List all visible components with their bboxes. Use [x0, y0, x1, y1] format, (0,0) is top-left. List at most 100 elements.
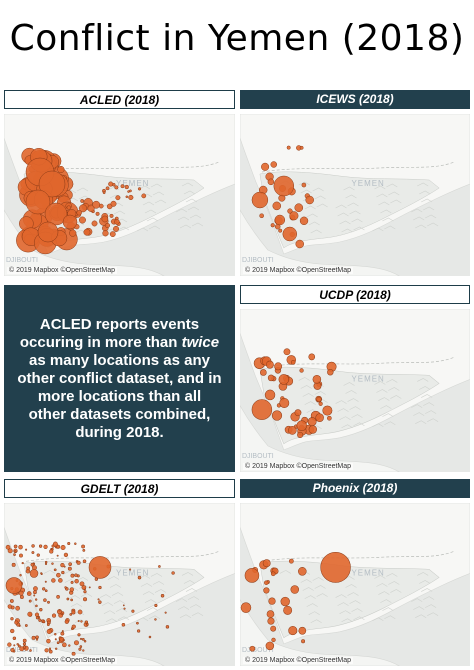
event-marker [14, 620, 19, 625]
event-marker [79, 581, 85, 587]
event-marker [37, 221, 59, 243]
event-marker [312, 374, 322, 384]
map-phoenix[interactable]: YEMEN DJIBOUTI © 2019 Mapbox ©OpenStreetM… [240, 503, 470, 666]
event-marker [83, 228, 91, 236]
event-marker [322, 405, 333, 416]
event-marker [34, 612, 40, 617]
event-marker [294, 203, 304, 213]
event-marker [76, 560, 81, 565]
map-copyright[interactable]: © 2019 Mapbox ©OpenStreetMap [7, 657, 118, 664]
event-marker [315, 413, 324, 422]
event-marker [104, 222, 111, 229]
event-marker [270, 161, 278, 168]
map-acled[interactable]: YEMEN DJIBOUTI © 2019 Mapbox ©OpenStreetM… [4, 114, 235, 276]
event-marker [80, 199, 85, 203]
event-marker [71, 651, 76, 656]
event-marker [295, 239, 304, 249]
event-marker [274, 214, 286, 226]
event-marker [305, 195, 314, 205]
event-marker [47, 600, 50, 604]
event-marker [5, 577, 23, 594]
event-marker [244, 568, 260, 583]
event-marker [54, 638, 57, 641]
event-marker [48, 649, 53, 654]
summary-box: ACLED reports events occuring in more th… [4, 285, 235, 472]
event-marker [46, 623, 50, 627]
event-marker [270, 571, 276, 577]
event-marker [43, 598, 47, 602]
event-marker [68, 562, 72, 566]
event-marker [136, 621, 139, 625]
event-marker [54, 633, 57, 636]
event-marker [288, 558, 294, 564]
event-marker [58, 609, 61, 612]
event-marker [299, 368, 304, 373]
event-marker [64, 586, 67, 589]
event-marker [251, 191, 269, 209]
event-marker [137, 187, 142, 191]
event-marker [83, 640, 87, 643]
map-icews[interactable]: YEMEN DJIBOUTI © 2019 Mapbox ©OpenStreetM… [240, 114, 470, 276]
event-marker [44, 589, 48, 593]
event-marker [13, 550, 17, 553]
event-marker [249, 645, 256, 652]
event-marker [129, 189, 132, 193]
border-line [25, 550, 220, 562]
event-marker [33, 594, 36, 597]
map-ucdp[interactable]: YEMEN DJIBOUTI © 2019 Mapbox ©OpenStreetM… [240, 309, 470, 472]
event-marker [301, 182, 307, 188]
event-marker [129, 568, 132, 571]
event-marker [108, 181, 114, 187]
event-marker [79, 204, 87, 213]
label-yemen: YEMEN [352, 179, 385, 188]
event-marker [171, 571, 175, 575]
event-marker [154, 603, 158, 608]
map-copyright[interactable]: © 2019 Mapbox ©OpenStreetMap [243, 267, 354, 274]
event-marker [109, 231, 116, 238]
event-marker [56, 595, 60, 599]
event-marker [22, 645, 27, 649]
panel-phoenix: Phoenix (2018) YEMEN DJIBOUTI © 2019 Mapb… [240, 479, 470, 666]
event-marker [251, 399, 273, 420]
event-marker [30, 562, 35, 567]
event-marker [270, 625, 277, 632]
event-marker [7, 642, 12, 647]
event-marker [81, 585, 87, 590]
event-marker [18, 590, 24, 596]
event-marker [79, 645, 83, 648]
event-marker [308, 425, 317, 434]
event-marker [9, 599, 14, 603]
event-marker [77, 633, 81, 637]
event-marker [268, 597, 276, 605]
map-copyright[interactable]: © 2019 Mapbox ©OpenStreetMap [243, 657, 354, 664]
event-marker [13, 553, 16, 556]
event-marker [123, 607, 126, 610]
map-copyright[interactable]: © 2019 Mapbox ©OpenStreetMap [243, 463, 354, 470]
event-marker [44, 202, 68, 226]
event-marker [98, 585, 102, 590]
event-marker [25, 548, 28, 551]
event-marker [154, 618, 157, 621]
event-marker [66, 205, 71, 210]
event-marker [87, 204, 95, 212]
event-marker [81, 638, 85, 641]
event-marker [128, 194, 134, 201]
event-marker [82, 559, 87, 564]
event-marker [69, 613, 73, 616]
event-marker [43, 544, 48, 550]
event-marker [308, 353, 316, 361]
event-marker [83, 590, 87, 594]
map-icews-svg: YEMEN DJIBOUTI [240, 114, 470, 276]
event-marker [109, 213, 114, 218]
event-marker [51, 613, 57, 618]
event-marker [165, 625, 170, 629]
map-copyright[interactable]: © 2019 Mapbox ©OpenStreetMap [7, 267, 118, 274]
event-marker [67, 541, 71, 545]
event-marker [16, 643, 19, 646]
event-marker [316, 396, 322, 402]
event-marker [63, 565, 66, 568]
event-marker [81, 544, 85, 549]
